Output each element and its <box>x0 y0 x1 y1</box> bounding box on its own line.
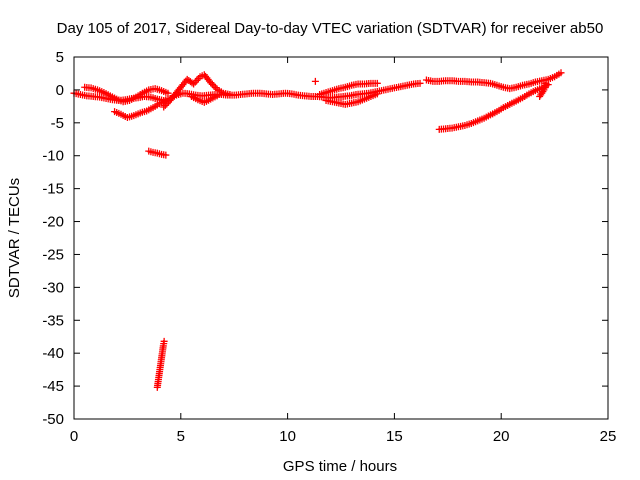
y-axis: 5 0 -5 -10 -15 -20 -25 -30 -35 -40 -45 -50 <box>42 49 608 428</box>
data-point <box>162 151 170 159</box>
data-point <box>373 79 381 87</box>
y-tick-label: -25 <box>42 246 64 263</box>
y-tick-label: 0 <box>56 82 64 99</box>
x-tick-label: 15 <box>386 428 403 445</box>
data-point <box>188 79 196 87</box>
x-tick-label: 10 <box>279 428 296 445</box>
data-point <box>160 103 168 111</box>
x-tick-label: 25 <box>600 428 617 445</box>
data-point <box>416 79 424 87</box>
y-tick-label: -15 <box>42 181 64 198</box>
x-axis: 0 5 10 15 20 25 <box>70 57 617 445</box>
y-tick-label: 5 <box>56 49 64 66</box>
data-point <box>557 69 565 77</box>
y-tick-label: -45 <box>42 378 64 395</box>
data-point <box>160 337 168 345</box>
data-point <box>210 82 218 90</box>
data-point <box>226 91 234 99</box>
x-tick-label: 0 <box>70 428 78 445</box>
data-point <box>373 90 381 98</box>
chart-title: Day 105 of 2017, Sidereal Day-to-day VTE… <box>57 20 604 37</box>
data-point <box>164 89 172 97</box>
data-point <box>207 79 215 87</box>
data-point <box>163 100 171 108</box>
plot-area <box>70 69 565 391</box>
y-tick-label: -30 <box>42 279 64 296</box>
data-point <box>161 101 169 109</box>
x-axis-title: GPS time / hours <box>283 458 397 475</box>
y-tick-label: -10 <box>42 148 64 165</box>
y-tick-label: -50 <box>42 411 64 428</box>
x-tick-label: 20 <box>493 428 510 445</box>
y-tick-label: -20 <box>42 214 64 231</box>
y-tick-label: -5 <box>51 115 64 132</box>
data-point <box>542 79 550 87</box>
data-point <box>208 80 216 88</box>
plot-frame <box>73 56 609 420</box>
y-axis-title: SDTVAR / TECUs <box>6 178 23 298</box>
y-tick-label: -40 <box>42 345 64 362</box>
y-tick-label: -35 <box>42 312 64 329</box>
data-point <box>212 84 220 92</box>
x-tick-label: 5 <box>177 428 185 445</box>
data-point <box>539 88 547 96</box>
data-point <box>311 77 319 85</box>
data-point <box>213 92 221 100</box>
